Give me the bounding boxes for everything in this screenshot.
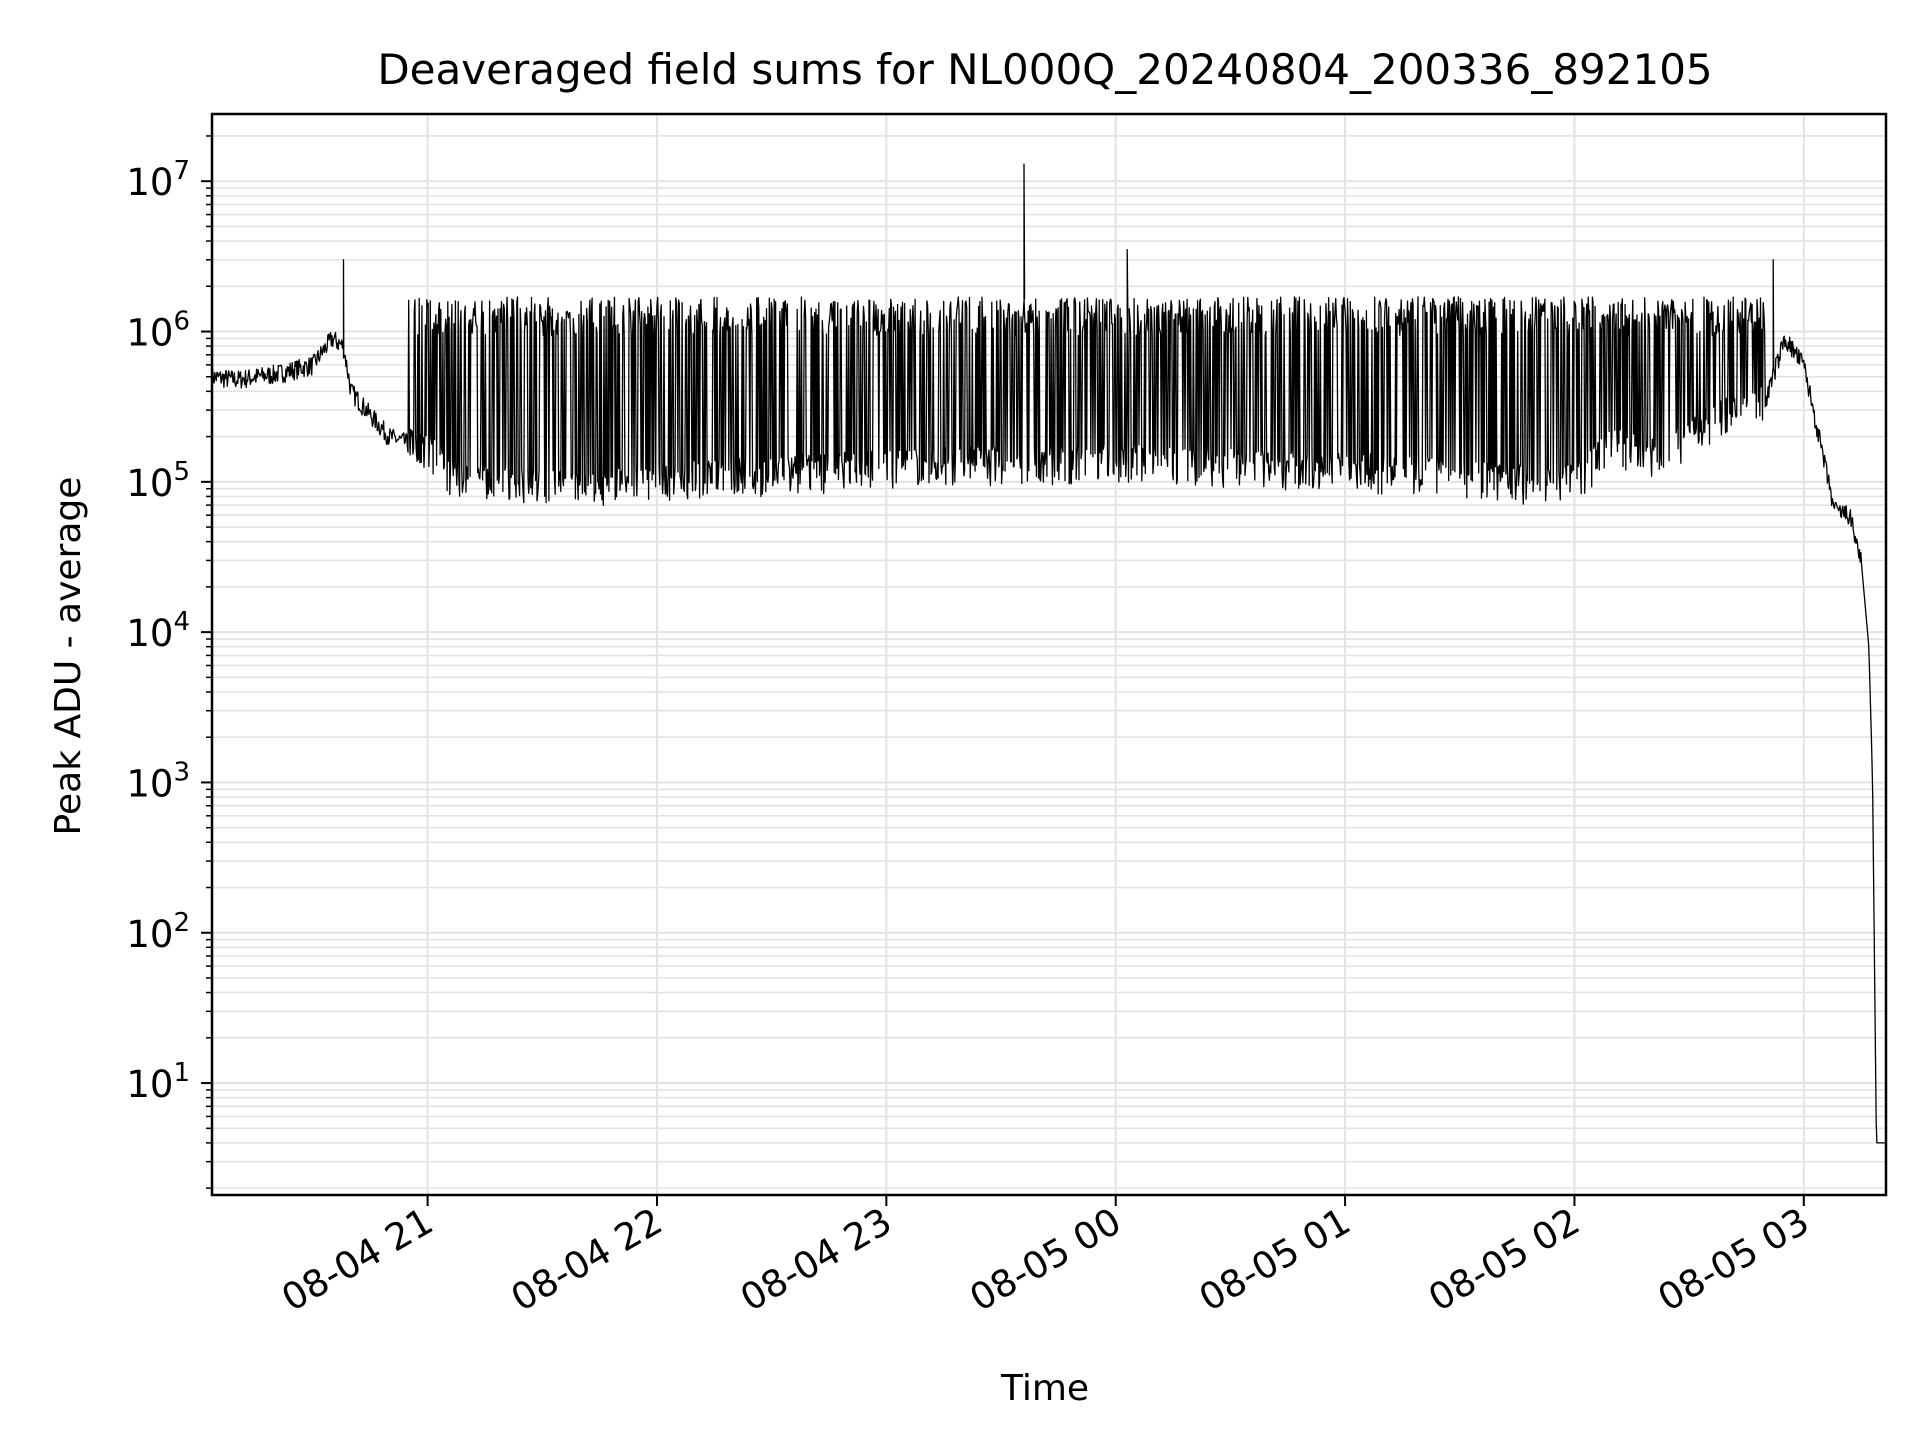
y-tick-exponent: 7 — [173, 156, 190, 186]
x-axis-label: Time — [1000, 1368, 1089, 1409]
plot-frame — [210, 112, 1888, 1197]
y-tick-base: 10 — [126, 913, 173, 956]
y-tick-exponent: 3 — [173, 757, 190, 787]
y-tick-base: 10 — [126, 762, 173, 805]
y-tick-exponent: 6 — [173, 307, 190, 337]
y-tick-base: 10 — [126, 1063, 173, 1106]
y-tick-base: 10 — [126, 462, 173, 505]
y-tick-label: 106 — [126, 307, 190, 355]
chart-title: Deaveraged field sums for NL000Q_2024080… — [377, 45, 1712, 94]
data-layer — [211, 163, 1886, 1144]
y-tick-base: 10 — [126, 312, 173, 355]
y-tick-label: 105 — [126, 457, 190, 505]
y-tick-exponent: 2 — [173, 908, 190, 938]
y-tick-exponent: 4 — [173, 607, 190, 637]
y-tick-label: 104 — [126, 607, 190, 655]
y-tick-label: 107 — [126, 156, 190, 204]
y-tick-exponent: 5 — [173, 457, 190, 487]
y-tick-label: 102 — [126, 908, 190, 956]
y-tick-label: 101 — [126, 1058, 190, 1106]
y-tick-base: 10 — [126, 612, 173, 655]
y-tick-label: 103 — [126, 757, 190, 805]
data-series-line — [211, 163, 1886, 1144]
y-axis-label: Peak ADU - average — [48, 477, 89, 836]
y-tick-base: 10 — [126, 161, 173, 204]
y-tick-exponent: 1 — [173, 1058, 190, 1088]
